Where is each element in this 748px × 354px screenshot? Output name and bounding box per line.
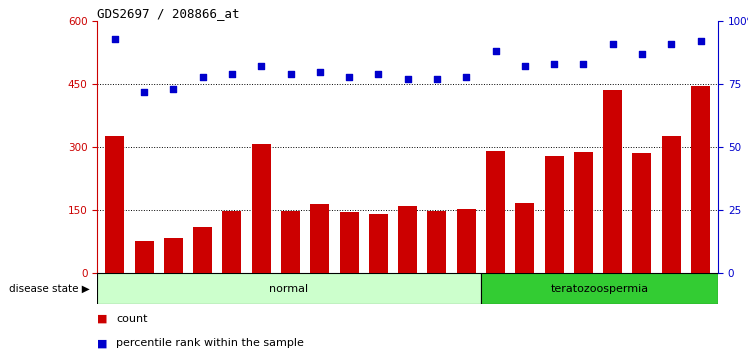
Text: ■: ■ [97, 338, 111, 348]
Bar [427, 211, 447, 273]
Bar [515, 204, 534, 273]
Point [168, 86, 180, 92]
Bar [105, 136, 124, 273]
Point [197, 74, 209, 79]
Bar [486, 151, 505, 273]
Bar [222, 211, 242, 273]
Point [314, 69, 326, 74]
Bar [310, 204, 329, 273]
Text: normal: normal [269, 284, 309, 293]
Point [607, 41, 619, 47]
Point [460, 74, 472, 79]
Bar [398, 206, 417, 273]
Point [519, 64, 531, 69]
Point [138, 89, 150, 95]
Bar [193, 227, 212, 273]
Bar [632, 153, 652, 273]
Bar [603, 90, 622, 273]
Bar [545, 156, 563, 273]
Bar [662, 136, 681, 273]
Point [636, 51, 648, 57]
Point [255, 64, 267, 69]
Point [431, 76, 443, 82]
Bar [691, 86, 710, 273]
Text: count: count [116, 314, 147, 324]
Bar [164, 238, 183, 273]
Bar [252, 144, 271, 273]
Text: ■: ■ [97, 314, 111, 324]
Point [665, 41, 677, 47]
Bar [340, 212, 358, 273]
Bar [281, 211, 300, 273]
Point [489, 48, 501, 54]
Bar [457, 209, 476, 273]
Bar [135, 241, 153, 273]
Point [548, 61, 560, 67]
Text: GDS2697 / 208866_at: GDS2697 / 208866_at [97, 7, 240, 20]
Point [373, 71, 384, 77]
Text: teratozoospermia: teratozoospermia [551, 284, 649, 293]
Text: disease state ▶: disease state ▶ [9, 284, 90, 293]
Bar [481, 273, 718, 304]
Point [577, 61, 589, 67]
Point [226, 71, 238, 77]
Bar [574, 152, 593, 273]
Point [108, 36, 120, 42]
Point [695, 39, 707, 44]
Point [343, 74, 355, 79]
Bar [369, 214, 388, 273]
Point [284, 71, 296, 77]
Point [402, 76, 414, 82]
Text: percentile rank within the sample: percentile rank within the sample [116, 338, 304, 348]
Bar [97, 273, 481, 304]
